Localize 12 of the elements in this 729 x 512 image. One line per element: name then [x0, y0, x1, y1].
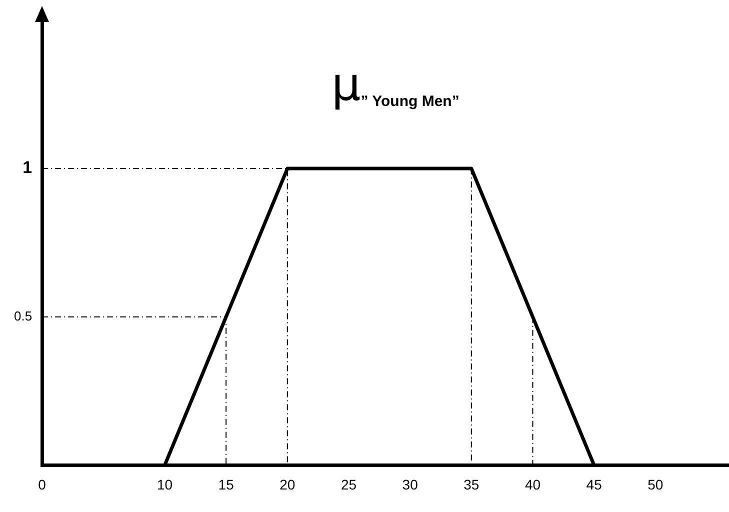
y-tick-label: 1 [22, 158, 32, 178]
x-tick-label: 20 [280, 476, 296, 492]
x-tick-label: 25 [340, 476, 357, 492]
x-tick-label: 10 [156, 476, 173, 492]
x-tick-label: 50 [648, 476, 664, 492]
x-tick-label: 40 [524, 476, 541, 492]
x-tick-label: 0 [38, 476, 46, 492]
x-tick-label: 45 [586, 476, 602, 492]
x-tick-label: 35 [464, 476, 480, 492]
x-tick-label: 30 [402, 476, 418, 492]
x-tick-label: 15 [218, 476, 234, 492]
y-tick-label: 0.5 [14, 308, 32, 324]
